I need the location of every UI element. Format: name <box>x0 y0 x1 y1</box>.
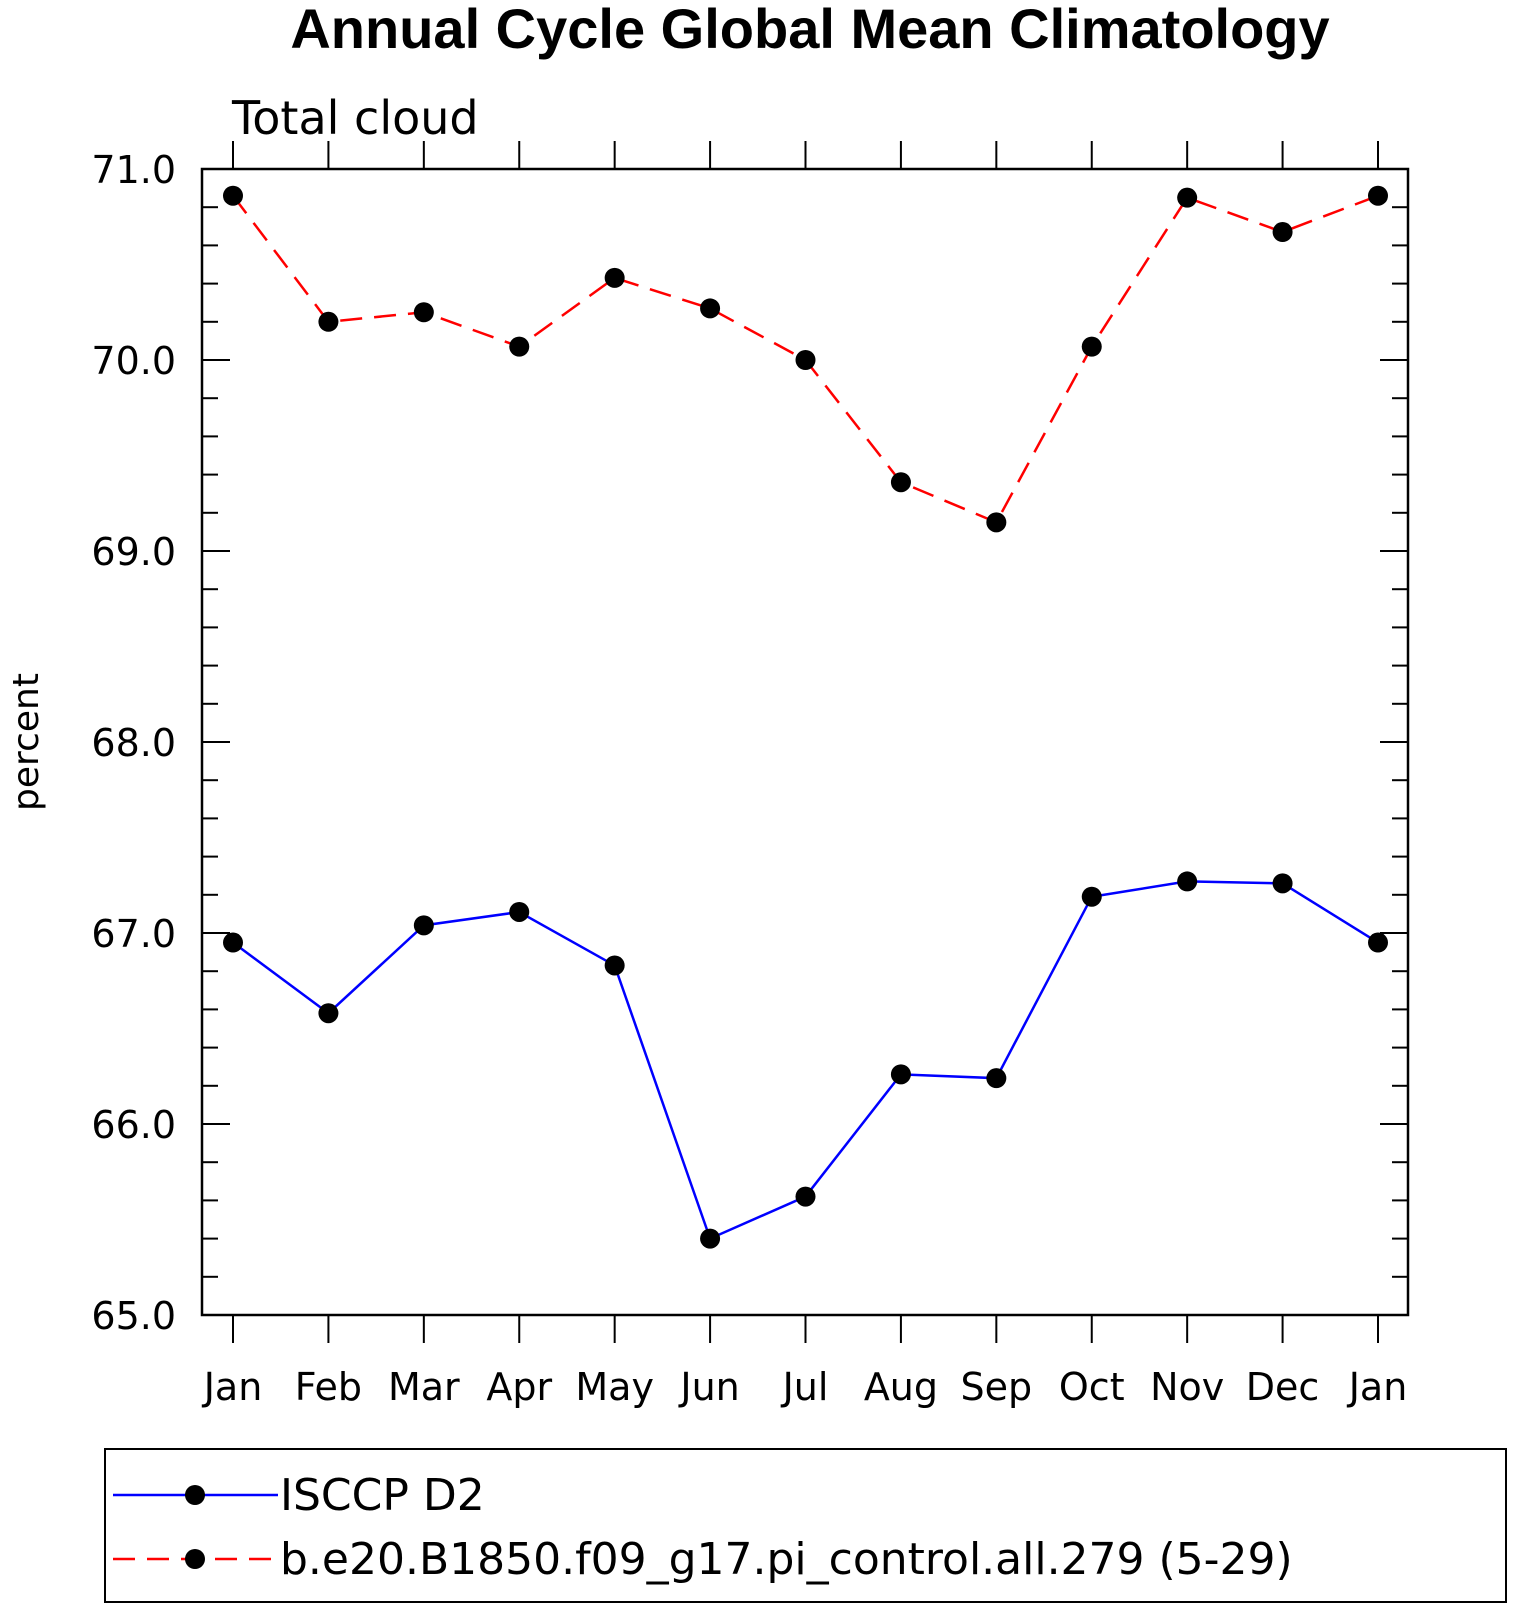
y-tick-label: 66.0 <box>91 1103 176 1147</box>
x-tick-label: Feb <box>295 1365 362 1409</box>
series-1-point <box>986 1068 1007 1089</box>
plot-frame <box>200 167 1410 1317</box>
x-tick-label: Nov <box>1150 1365 1224 1409</box>
legend: ISCCP D2 b.e20.B1850.f09_g17.pi_control.a… <box>113 1470 1293 1585</box>
series-1-point <box>1081 886 1102 907</box>
x-tick-label: May <box>575 1365 654 1409</box>
series-2-point <box>1177 187 1198 208</box>
series-1-point <box>1177 871 1198 892</box>
series-2-point <box>413 302 434 323</box>
series-1-point <box>223 932 243 953</box>
series-2-point <box>604 267 625 288</box>
series-2-point <box>890 472 911 493</box>
series-1-point <box>604 955 625 976</box>
series-line-1 <box>232 880 1379 1241</box>
series-2-point <box>700 298 721 319</box>
series-1-point <box>413 915 434 936</box>
series-2-point <box>509 336 530 357</box>
legend-label-2: b.e20.B1850.f09_g17.pi_control.all.279 (… <box>280 1534 1293 1585</box>
x-tick-label: Dec <box>1246 1365 1320 1409</box>
series-2-point <box>318 311 339 332</box>
x-tick-label: Sep <box>961 1365 1033 1409</box>
x-tick-label: Jun <box>678 1365 739 1409</box>
x-tick-label: Oct <box>1059 1365 1125 1409</box>
series-1-point <box>1272 873 1293 894</box>
chart-subtitle: Total cloud <box>231 91 479 145</box>
x-tick-label: Aug <box>864 1365 938 1409</box>
series-1-point <box>795 1186 816 1207</box>
series-2-point <box>1272 222 1293 243</box>
x-tick-label: Jul <box>781 1365 829 1409</box>
y-tick-label: 65.0 <box>91 1294 176 1338</box>
series-1-point <box>509 901 530 922</box>
series-2-point <box>1081 336 1102 357</box>
y-tick-label: 70.0 <box>91 339 176 383</box>
legend-box <box>104 1448 1507 1603</box>
y-tick-label: 69.0 <box>91 530 176 574</box>
series-2-point <box>795 350 816 370</box>
x-tick-labels: Jan Feb Mar Apr May Jun Jul Aug Sep Oct Nov Dec Jan <box>202 1365 1408 1409</box>
legend-label-1: ISCCP D2 <box>280 1470 485 1521</box>
y-tick-label: 68.0 <box>91 721 176 765</box>
legend-marker-2 <box>185 1549 205 1569</box>
y-axis-label: percent <box>6 673 47 811</box>
x-tick-label: Mar <box>388 1365 460 1409</box>
x-tick-label: Apr <box>486 1365 552 1409</box>
series-1-point <box>318 1003 339 1024</box>
series-1-point <box>890 1064 911 1085</box>
chart-title: Annual Cycle Global Mean Climatology <box>290 0 1329 60</box>
axis-ticks <box>202 141 1408 1343</box>
series-2-point <box>1368 185 1388 206</box>
x-tick-label: Jan <box>202 1365 263 1409</box>
y-tick-labels: 65.0 66.0 67.0 68.0 69.0 70.0 71.0 <box>91 148 176 1338</box>
x-tick-label: Jan <box>1347 1365 1408 1409</box>
series-1-point <box>700 1228 721 1249</box>
legend-marker-1 <box>185 1485 205 1505</box>
y-tick-label: 71.0 <box>91 148 176 192</box>
series-1-point <box>1368 932 1388 953</box>
y-tick-label: 67.0 <box>91 912 176 956</box>
series-2-point <box>223 185 243 206</box>
series-layer <box>223 185 1388 1249</box>
series-2-point <box>986 512 1007 533</box>
